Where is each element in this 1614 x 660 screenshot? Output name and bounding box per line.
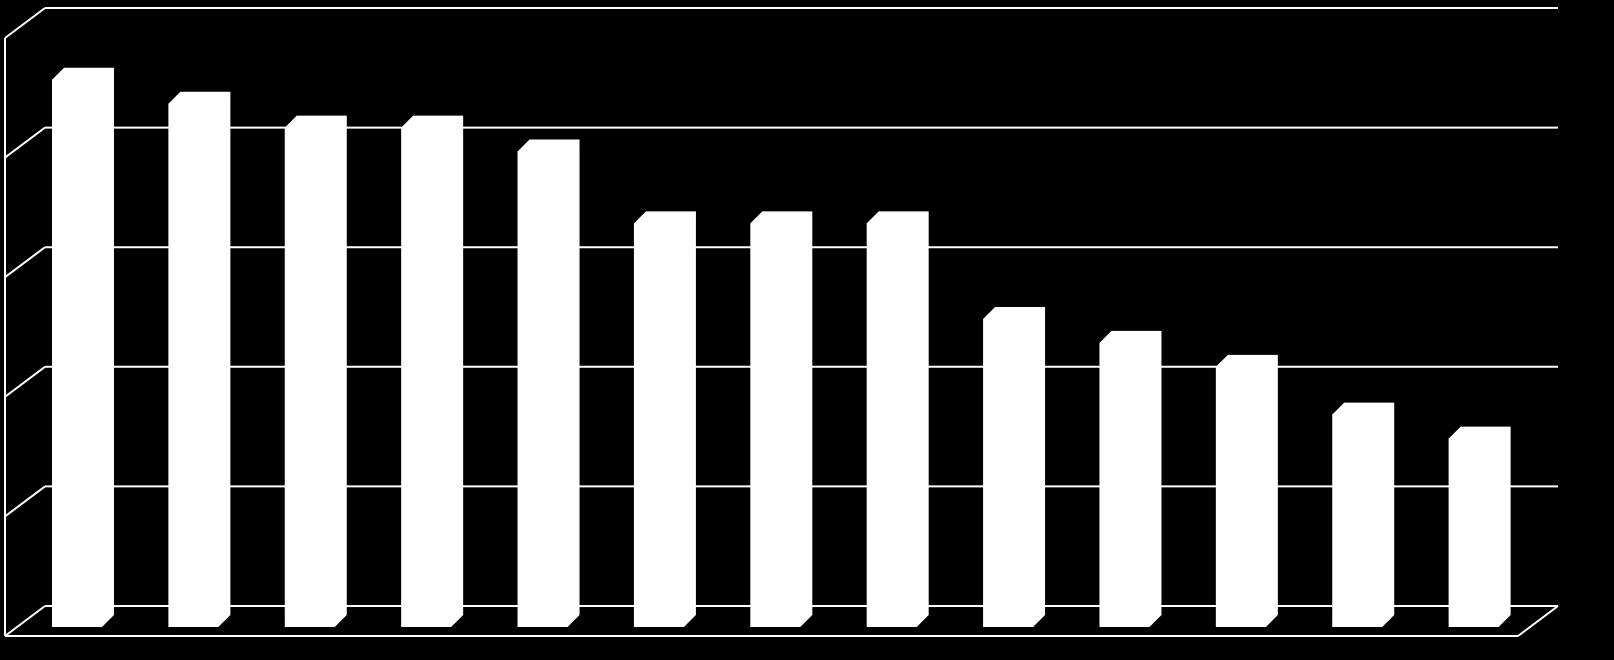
- grid-line-side: [4, 246, 46, 279]
- grid-line-side: [4, 7, 46, 39]
- bar: [168, 91, 231, 628]
- bar: [1332, 402, 1395, 627]
- bar: [52, 67, 114, 628]
- bar: [983, 307, 1046, 627]
- bar: [401, 115, 464, 627]
- grid-line-side: [4, 485, 46, 518]
- bar: [1215, 354, 1278, 627]
- bar: [1448, 426, 1511, 627]
- grid-line-side: [4, 365, 46, 398]
- bar: [1099, 330, 1162, 627]
- bar: [517, 139, 580, 627]
- bar: [284, 115, 347, 627]
- bar: [866, 211, 929, 627]
- bar: [750, 211, 813, 627]
- bar: [633, 211, 696, 627]
- grid-line-side: [4, 605, 46, 637]
- grid-line-side: [4, 126, 46, 159]
- floor-right-edge: [1517, 605, 1559, 637]
